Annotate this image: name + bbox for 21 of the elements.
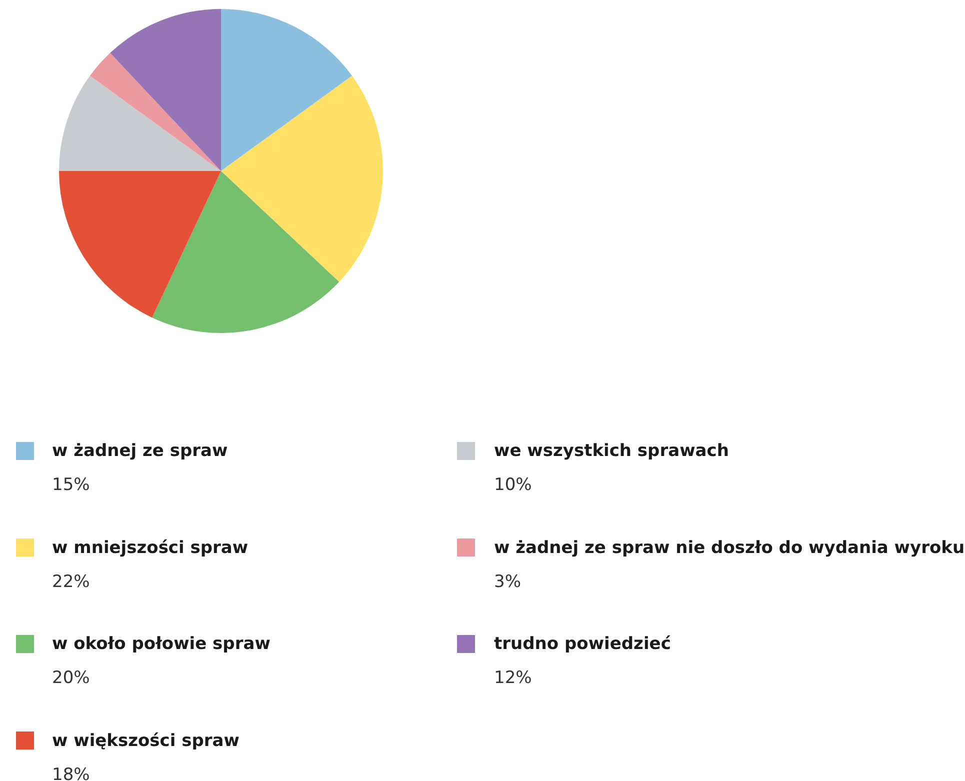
pie-slice [59, 171, 221, 318]
legend-label: w mniejszości spraw [52, 538, 248, 558]
data-label: 22% [52, 572, 90, 592]
legend-label: trudno powiedzieć [494, 634, 671, 654]
data-label: 3% [494, 572, 521, 592]
legend-label: w żadnej ze spraw nie doszło do wydania wyroku [494, 538, 965, 558]
data-label: 18% [52, 765, 90, 781]
pie-slice [152, 171, 340, 333]
pie-slice [59, 76, 221, 171]
legend-label: we wszystkich sprawach [494, 441, 729, 461]
pie-slice [110, 9, 221, 171]
legend-label: w około połowie spraw [52, 634, 271, 654]
data-label: 20% [52, 668, 90, 688]
pie-slice [221, 9, 352, 171]
data-label: 12% [494, 668, 532, 688]
data-label: 10% [494, 475, 532, 495]
legend-label: w żadnej ze spraw [52, 441, 228, 461]
legend-label: w większości spraw [52, 731, 240, 751]
pie-slice [90, 52, 221, 171]
data-label: 15% [52, 475, 90, 495]
pie-slice [221, 76, 383, 282]
